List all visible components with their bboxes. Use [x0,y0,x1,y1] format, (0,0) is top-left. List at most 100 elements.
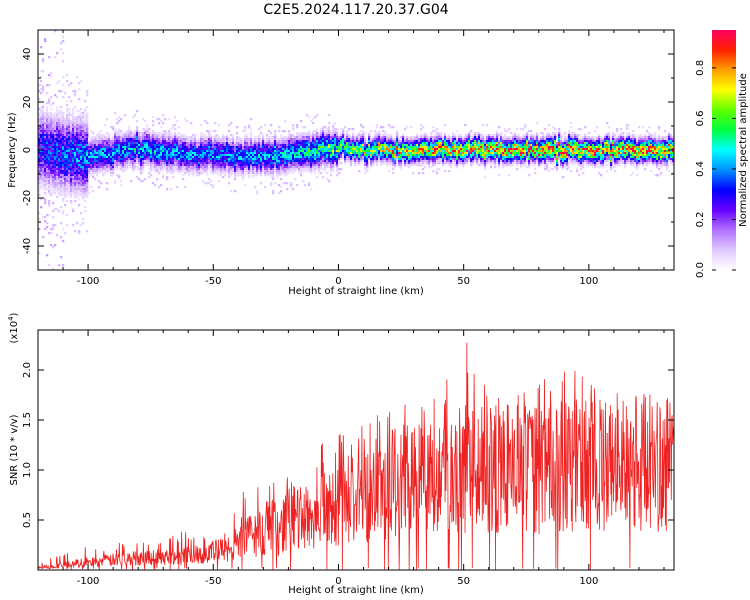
heatmap-cell [386,134,389,137]
heatmap-cell [164,118,167,121]
heatmap-cell [276,148,279,151]
heatmap-cell [350,142,353,145]
heatmap-cell [84,190,87,193]
heatmap-cell [102,156,105,159]
heatmap-cell [406,152,409,155]
heatmap-cell [74,190,77,193]
heatmap-cell [296,126,299,129]
heatmap-cell [176,154,179,157]
heatmap-cell [466,140,469,143]
heatmap-cell [52,116,55,119]
heatmap-cell [208,152,211,155]
heatmap-cell [68,120,71,123]
heatmap-cell [404,140,407,143]
heatmap-cell [62,200,65,203]
heatmap-cell [278,138,281,141]
heatmap-cell [62,130,65,133]
heatmap-cell [222,148,225,151]
heatmap-cell [296,148,299,151]
heatmap-cell [176,152,179,155]
heatmap-cell [78,148,81,151]
heatmap-cell [164,144,167,147]
heatmap-cell [270,176,273,179]
heatmap-cell [42,136,45,139]
heatmap-cell [94,136,97,139]
heatmap-cell [264,150,267,153]
heatmap-cell [268,158,271,161]
heatmap-cell [328,156,331,159]
heatmap-cell [50,152,53,155]
heatmap-cell [88,156,91,159]
heatmap-cell [248,138,251,141]
heatmap-cell [80,160,83,163]
heatmap-cell [124,150,127,153]
heatmap-cell [252,168,255,171]
heatmap-cell [72,142,75,145]
heatmap-cell [260,148,263,151]
heatmap-cell [452,160,455,163]
heatmap-cell [180,154,183,157]
heatmap-cell [134,142,137,145]
heatmap-cell [304,126,307,129]
heatmap-cell [358,156,361,159]
heatmap-cell [38,164,41,167]
heatmap-cell [184,138,187,141]
heatmap-cell [422,162,425,165]
heatmap-cell [226,164,229,167]
heatmap-cell [372,136,375,139]
heatmap-cell [256,162,259,165]
heatmap-cell [288,156,291,159]
heatmap-cell [450,146,453,149]
heatmap-cell [136,158,139,161]
heatmap-cell [126,136,129,139]
heatmap-cell [98,154,101,157]
heatmap-cell [192,138,195,141]
heatmap-cell [132,166,135,169]
heatmap-cell [72,126,75,129]
heatmap-cell [112,144,115,147]
heatmap-cell [202,140,205,143]
heatmap-cell [86,118,89,121]
heatmap-cell [74,192,77,195]
heatmap-cell [138,138,141,141]
heatmap-cell [260,168,263,171]
heatmap-cell [54,126,57,129]
heatmap-cell [62,128,65,131]
heatmap-cell [74,118,77,121]
heatmap-cell [48,148,51,151]
heatmap-cell [224,160,227,163]
heatmap-cell [384,136,387,139]
heatmap-cell [420,140,423,143]
heatmap-cell [318,166,321,169]
heatmap-cell [74,138,77,141]
heatmap-cell [248,146,251,149]
heatmap-cell [210,164,213,167]
heatmap-cell [378,138,381,141]
heatmap-cell [310,188,313,191]
heatmap-cell [46,180,49,183]
heatmap-cell [398,144,401,147]
heatmap-cell [46,226,49,229]
heatmap-cell [76,110,79,113]
heatmap-cell [316,138,319,141]
heatmap-cell [470,136,473,139]
heatmap-cell [278,170,281,173]
heatmap-cell [340,150,343,153]
heatmap-cell [438,160,441,163]
heatmap-cell [332,142,335,145]
heatmap-cell [40,118,43,121]
heatmap-cell [432,140,435,143]
heatmap-cell [84,128,87,131]
heatmap-cell [208,158,211,161]
heatmap-cell [316,114,319,117]
heatmap-cell [62,190,65,193]
heatmap-cell [178,168,181,171]
heatmap-cell [418,150,421,153]
heatmap-cell [326,140,329,143]
heatmap-cell [336,146,339,149]
heatmap-cell [320,146,323,149]
heatmap-cell [250,158,253,161]
heatmap-cell [306,114,309,117]
heatmap-cell [182,162,185,165]
heatmap-cell [378,158,381,161]
